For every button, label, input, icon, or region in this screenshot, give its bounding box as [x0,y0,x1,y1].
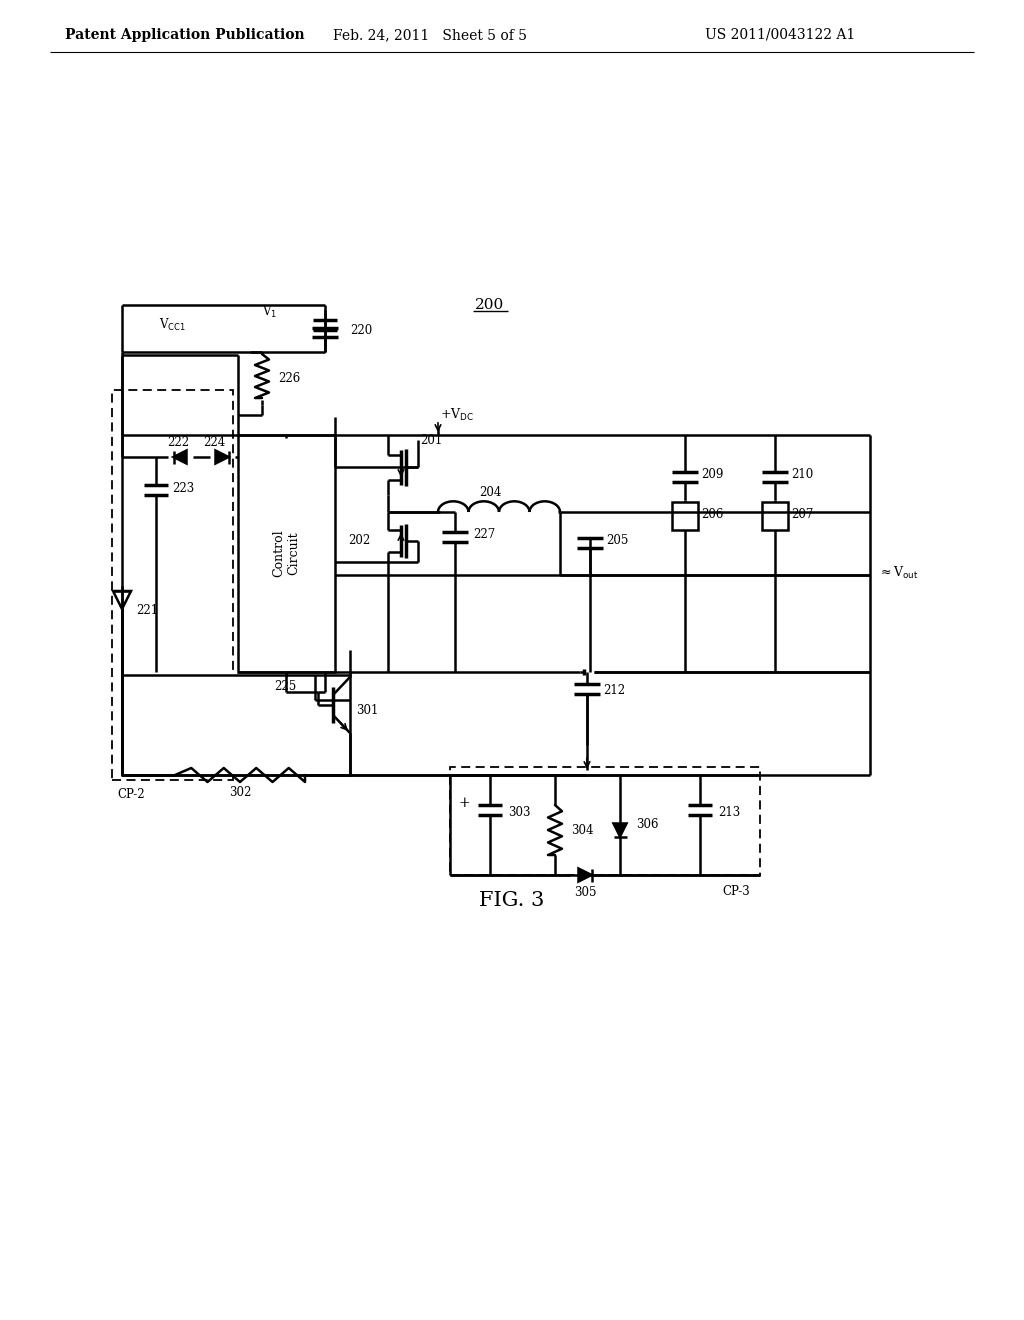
Text: 221: 221 [136,603,158,616]
Text: CP-2: CP-2 [117,788,144,801]
Text: 207: 207 [791,508,813,521]
Bar [762,502,788,531]
Text: 205: 205 [606,533,629,546]
Text: FIG. 3: FIG. 3 [479,891,545,909]
Polygon shape [215,450,228,463]
Text: 227: 227 [473,528,496,541]
Text: V$_{\mathrm{CC1}}$: V$_{\mathrm{CC1}}$ [159,317,185,333]
Text: $\approx$V$_{\mathrm{out}}$: $\approx$V$_{\mathrm{out}}$ [878,565,919,581]
Text: 226: 226 [278,371,300,384]
Text: 225: 225 [274,681,296,693]
Text: 202: 202 [348,535,370,548]
Text: 204: 204 [479,486,501,499]
Text: 200: 200 [475,298,505,312]
Text: 306: 306 [636,818,658,832]
Text: 223: 223 [172,482,195,495]
Polygon shape [613,824,627,837]
Text: +V$_{\mathrm{DC}}$: +V$_{\mathrm{DC}}$ [440,407,474,422]
Text: V$_1$: V$_1$ [262,304,278,319]
Text: Feb. 24, 2011   Sheet 5 of 5: Feb. 24, 2011 Sheet 5 of 5 [333,28,527,42]
Bar [238,436,335,672]
Text: Control
Circuit: Control Circuit [272,529,300,577]
Text: 305: 305 [573,887,596,899]
Text: 301: 301 [356,704,379,717]
Text: 303: 303 [508,807,530,820]
Polygon shape [173,450,186,463]
Text: 222: 222 [167,437,189,450]
Text: 220: 220 [350,323,373,337]
Text: US 2011/0043122 A1: US 2011/0043122 A1 [705,28,855,42]
Bar [672,502,698,531]
Polygon shape [579,869,592,882]
Text: Patent Application Publication: Patent Application Publication [66,28,305,42]
Bar [112,389,233,780]
Bar [122,675,350,775]
Text: 210: 210 [791,469,813,482]
Text: +: + [459,796,470,810]
Text: 213: 213 [718,805,740,818]
Text: 201: 201 [420,433,442,446]
Text: 209: 209 [701,469,723,482]
Text: 224: 224 [203,437,225,450]
Text: 302: 302 [228,787,251,800]
Text: 212: 212 [603,684,625,697]
Text: CP-3: CP-3 [722,884,750,898]
Text: 206: 206 [701,508,723,521]
Bar [450,767,760,875]
Text: 304: 304 [571,824,594,837]
